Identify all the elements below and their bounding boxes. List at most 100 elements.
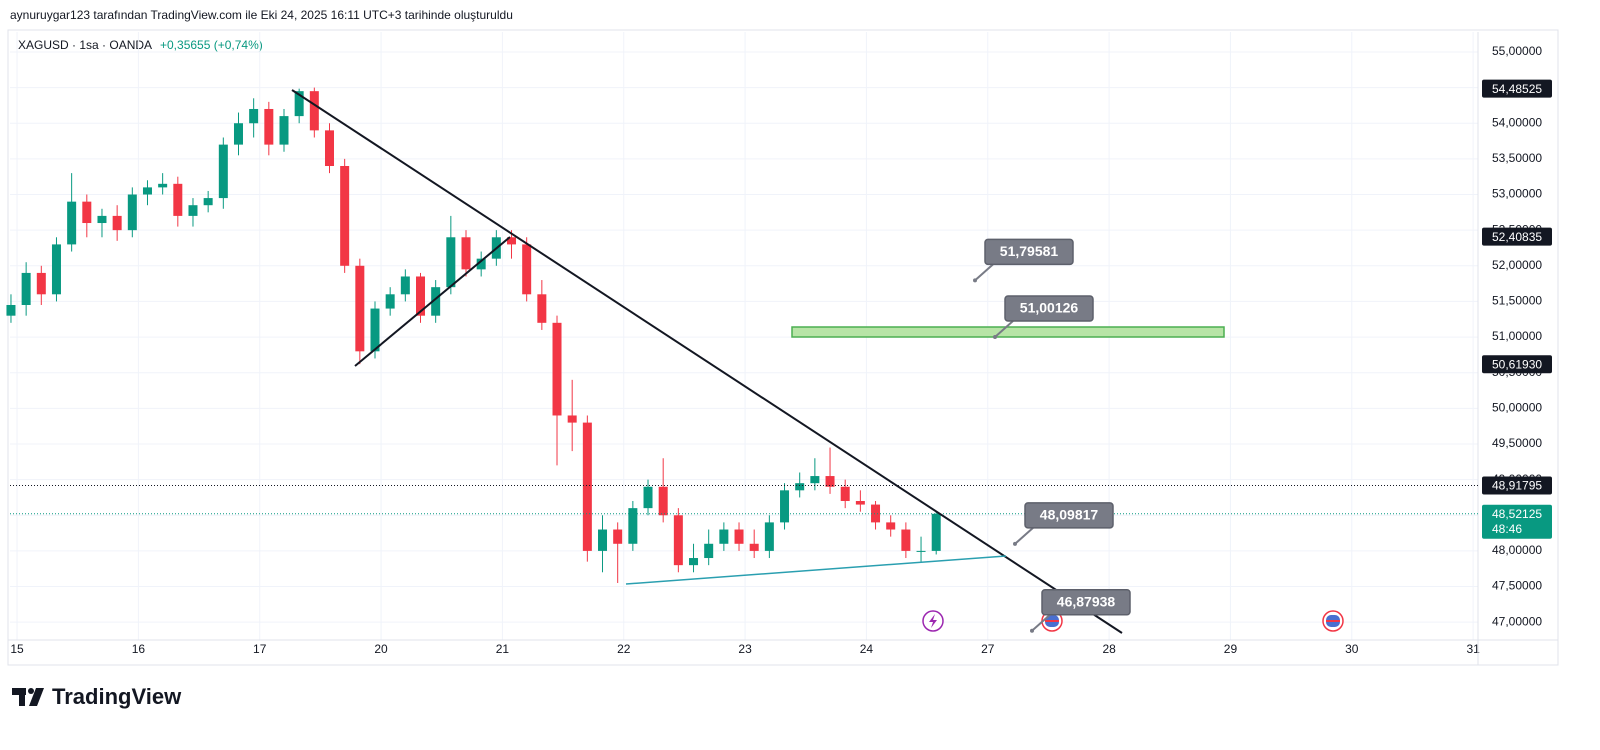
- candle-body: [67, 201, 77, 245]
- candle-body: [643, 486, 653, 509]
- candle-body: [598, 529, 608, 551]
- candle-body: [309, 91, 319, 131]
- y-tick-label: 50,00000: [1492, 401, 1542, 415]
- logo: TradingView: [52, 684, 182, 709]
- event-icon: [922, 610, 944, 632]
- logo-mark: [12, 688, 44, 706]
- candle-body: [370, 308, 380, 352]
- candle-body: [173, 183, 183, 216]
- callout-dot: [993, 334, 997, 339]
- candle-body: [218, 144, 228, 199]
- y-tick-label: 47,00000: [1492, 614, 1542, 628]
- price-tag: [1482, 355, 1552, 374]
- x-tick-label: 16: [132, 642, 146, 656]
- y-tick-label: 49,50000: [1492, 436, 1542, 450]
- x-tick-label: 27: [981, 642, 995, 656]
- candle-body: [719, 529, 729, 544]
- last-price-tag: [1482, 504, 1552, 539]
- zone: [791, 326, 1225, 338]
- candle-body: [522, 244, 532, 295]
- callout-label: 48,09817: [1040, 507, 1099, 523]
- last-price-label: 48,52125: [1492, 507, 1542, 521]
- x-tick-label: 28: [1102, 642, 1116, 656]
- callout-label: 51,00126: [1020, 300, 1079, 316]
- price-tag-label: 54,48525: [1492, 82, 1542, 96]
- candle-body: [537, 294, 547, 323]
- trend-line: [354, 236, 511, 367]
- x-tick-label: 23: [738, 642, 752, 656]
- candle-body: [689, 558, 699, 566]
- candle-body: [886, 522, 896, 530]
- candle-body: [840, 486, 850, 502]
- y-tick-label: 47,50000: [1492, 579, 1542, 593]
- x-tick-label: 31: [1466, 642, 1480, 656]
- candle-body: [233, 123, 243, 145]
- price-tag-label: 52,40835: [1492, 230, 1542, 244]
- candle-body: [158, 183, 168, 188]
- candle-body: [82, 201, 92, 224]
- callout-pointer: [994, 320, 1014, 338]
- trend-line: [291, 89, 1123, 634]
- event-icon: [1041, 610, 1063, 632]
- y-tick-label: 55,00000: [1492, 44, 1542, 58]
- candle-body: [507, 237, 517, 245]
- candle-body: [810, 476, 820, 484]
- candle-body: [582, 422, 592, 551]
- countdown: 48:46: [1492, 522, 1522, 536]
- y-tick-label: 52,00000: [1492, 258, 1542, 272]
- price-tag-label: 50,61930: [1492, 357, 1542, 371]
- candle-body: [764, 522, 774, 551]
- y-tick-label: 51,00000: [1492, 329, 1542, 343]
- x-tick-label: 29: [1224, 642, 1238, 656]
- candle-body: [628, 508, 638, 544]
- event-icon: [1322, 610, 1344, 632]
- trend-line: [625, 555, 1007, 585]
- candle-body: [871, 504, 881, 523]
- price-tag: [1482, 476, 1552, 495]
- callout-box: [1024, 502, 1114, 529]
- callout-box: [1041, 589, 1131, 616]
- candle-body: [461, 237, 471, 270]
- candle-body: [552, 322, 562, 416]
- y-tick-label: 51,50000: [1492, 294, 1542, 308]
- x-tick-label: 20: [374, 642, 388, 656]
- callout-dot: [973, 278, 977, 283]
- change: +0,35655 (+0,74%): [160, 38, 263, 52]
- y-tick-label: 48,00000: [1492, 543, 1542, 557]
- callout-label: 51,79581: [1000, 243, 1059, 259]
- frame: [7, 29, 1559, 666]
- candle-body: [916, 550, 926, 552]
- candle-body: [112, 215, 122, 231]
- candle-body: [855, 501, 865, 505]
- candle-body: [385, 294, 395, 309]
- candle-body: [279, 116, 289, 145]
- candle-body: [294, 91, 304, 117]
- y-tick-label: 54,00000: [1492, 115, 1542, 129]
- candle-body: [658, 486, 668, 516]
- callout-dot: [1013, 541, 1017, 546]
- candle-body: [825, 476, 835, 487]
- y-tick-label: 53,50000: [1492, 151, 1542, 165]
- x-tick-label: 21: [496, 642, 510, 656]
- callout-label: 46,87938: [1057, 593, 1116, 609]
- symbol: XAGUSD · 1sa · OANDA: [18, 38, 152, 52]
- candle-body: [264, 108, 274, 145]
- candle-body: [6, 304, 16, 316]
- candle-body: [142, 187, 152, 195]
- candle-body: [749, 543, 759, 551]
- candle-body: [249, 108, 259, 124]
- x-tick-label: 17: [253, 642, 267, 656]
- candle-body: [51, 244, 61, 295]
- y-tick-label: 53,00000: [1492, 187, 1542, 201]
- candle-body: [416, 276, 426, 316]
- x-tick-label: 22: [617, 642, 631, 656]
- candle-body: [931, 513, 941, 551]
- price-tag-label: 48,91795: [1492, 479, 1542, 493]
- candle-body: [400, 276, 410, 295]
- candle-body: [431, 287, 441, 316]
- candle-body: [613, 529, 623, 544]
- candle-body: [476, 258, 486, 270]
- x-tick-label: 30: [1345, 642, 1359, 656]
